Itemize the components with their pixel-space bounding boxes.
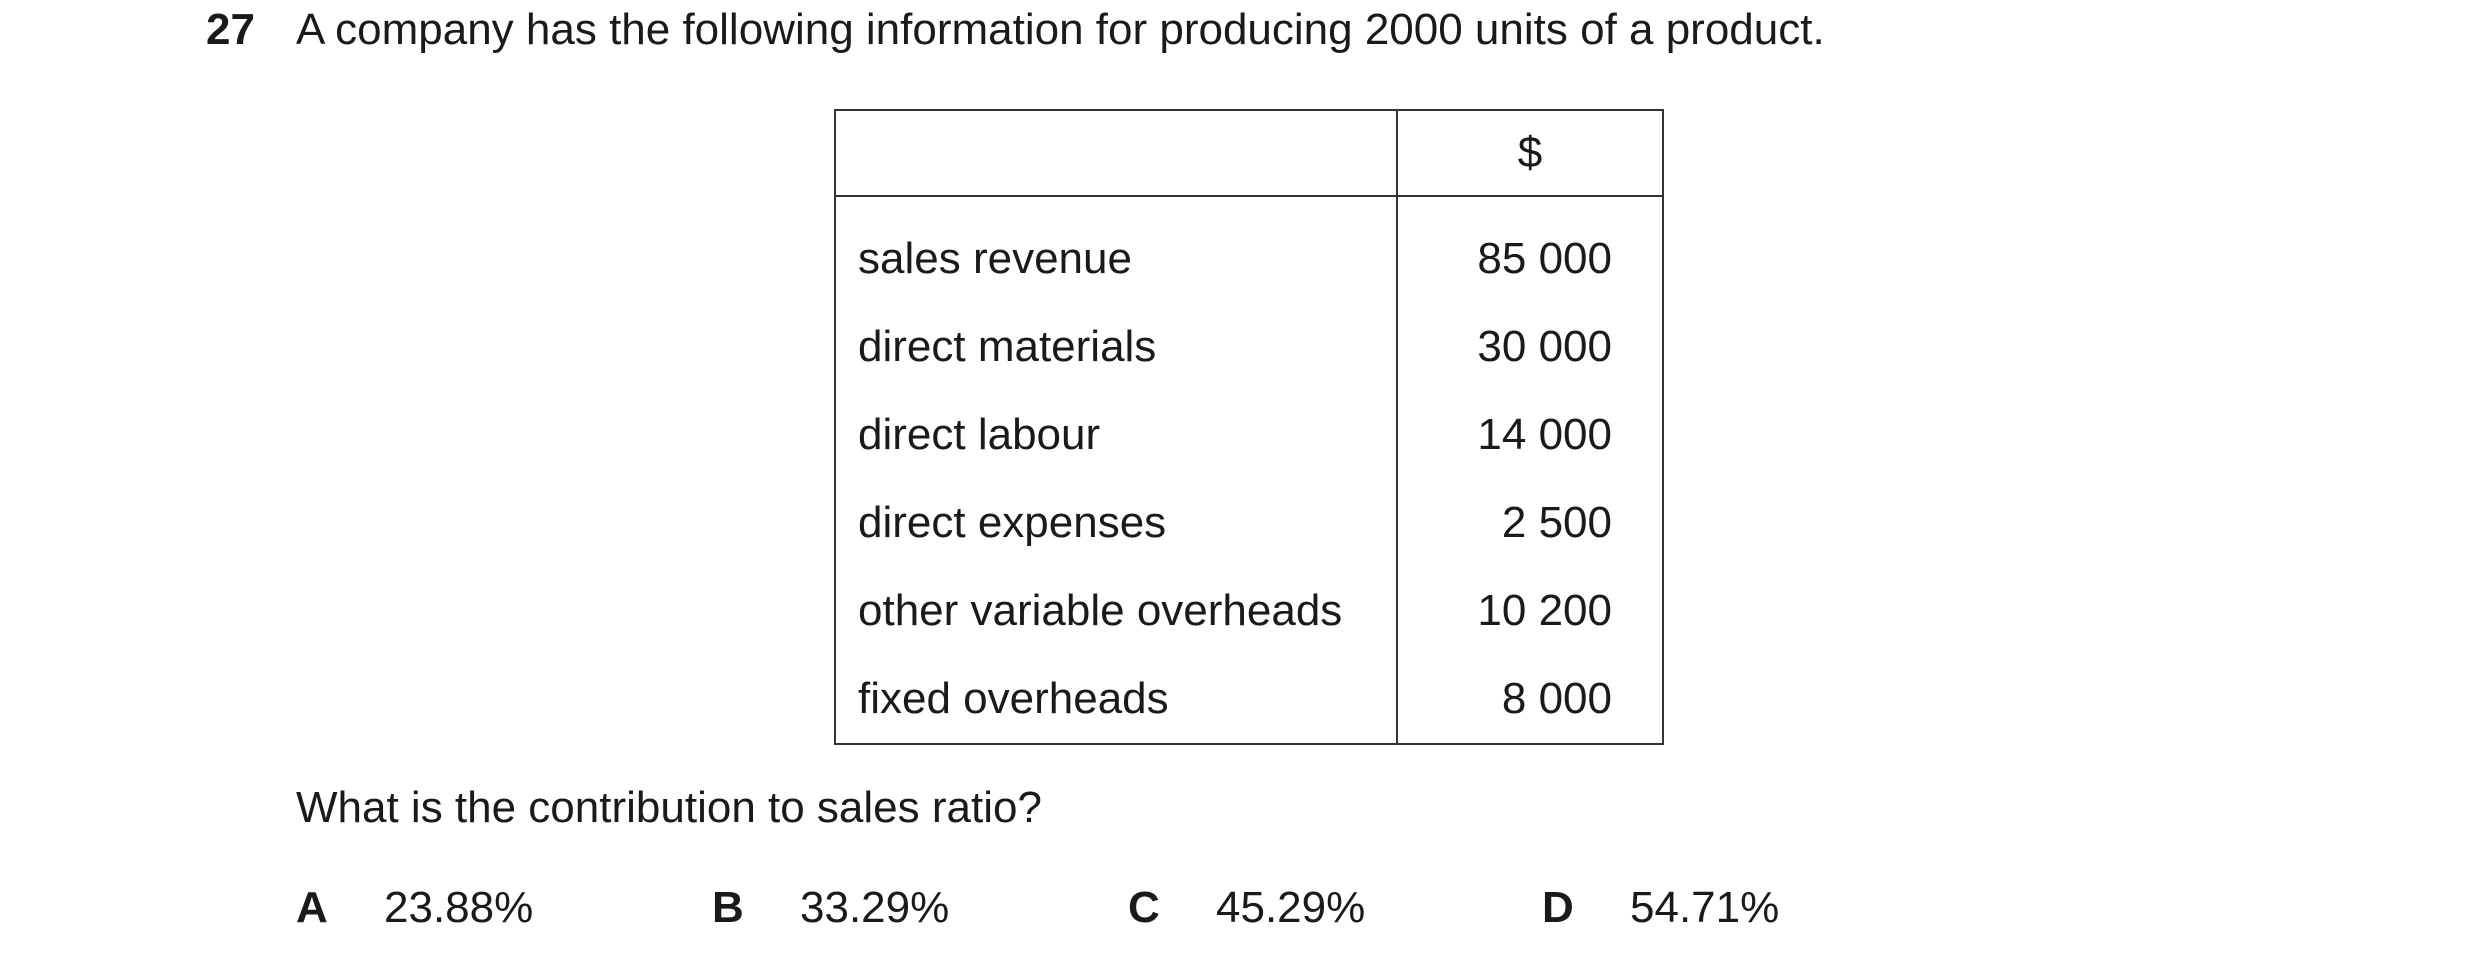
row-value: 14 000: [1395, 391, 1665, 479]
option-letter: C: [1128, 883, 1160, 932]
table-row: other variable overheads 10 200: [834, 567, 1665, 655]
cost-table: $ sales revenue 85 000 direct materials …: [834, 109, 1665, 745]
question-stem: A company has the following information …: [296, 5, 1825, 54]
row-label: direct labour: [834, 391, 1398, 479]
row-value: 85 000: [1395, 196, 1665, 303]
row-label: direct expenses: [834, 479, 1398, 567]
table-row: direct labour 14 000: [834, 391, 1665, 479]
row-value: 8 000: [1395, 655, 1665, 745]
option-letter: B: [712, 883, 744, 932]
option-text: 45.29%: [1216, 883, 1366, 932]
row-label: direct materials: [834, 303, 1398, 391]
option-c[interactable]: C 45.29%: [1128, 880, 1365, 936]
option-b[interactable]: B 33.29%: [712, 880, 949, 936]
option-letter: A: [296, 883, 328, 932]
option-letter: D: [1542, 883, 1574, 932]
option-text: 54.71%: [1630, 883, 1780, 932]
table-row: sales revenue 85 000: [834, 196, 1665, 303]
question-prompt: What is the contribution to sales ratio?: [296, 783, 1042, 832]
row-value: 30 000: [1395, 303, 1665, 391]
option-d[interactable]: D 54.71%: [1542, 880, 1779, 936]
option-text: 23.88%: [384, 883, 534, 932]
table-row: direct expenses 2 500: [834, 479, 1665, 567]
table-row: fixed overheads 8 000: [834, 655, 1665, 745]
option-a[interactable]: A 23.88%: [296, 880, 533, 936]
row-value: 2 500: [1395, 479, 1665, 567]
row-label: fixed overheads: [834, 655, 1398, 745]
table-header-row: $: [834, 109, 1665, 197]
row-label: other variable overheads: [834, 567, 1398, 655]
table-header-currency: $: [1395, 109, 1665, 197]
table-row: direct materials 30 000: [834, 303, 1665, 391]
question-number: 27: [206, 5, 255, 54]
option-text: 33.29%: [800, 883, 950, 932]
table-header-label: [834, 109, 1398, 197]
row-value: 10 200: [1395, 567, 1665, 655]
row-label: sales revenue: [834, 196, 1398, 303]
answer-options: A 23.88% B 33.29% C 45.29% D 54.71%: [0, 880, 2480, 940]
